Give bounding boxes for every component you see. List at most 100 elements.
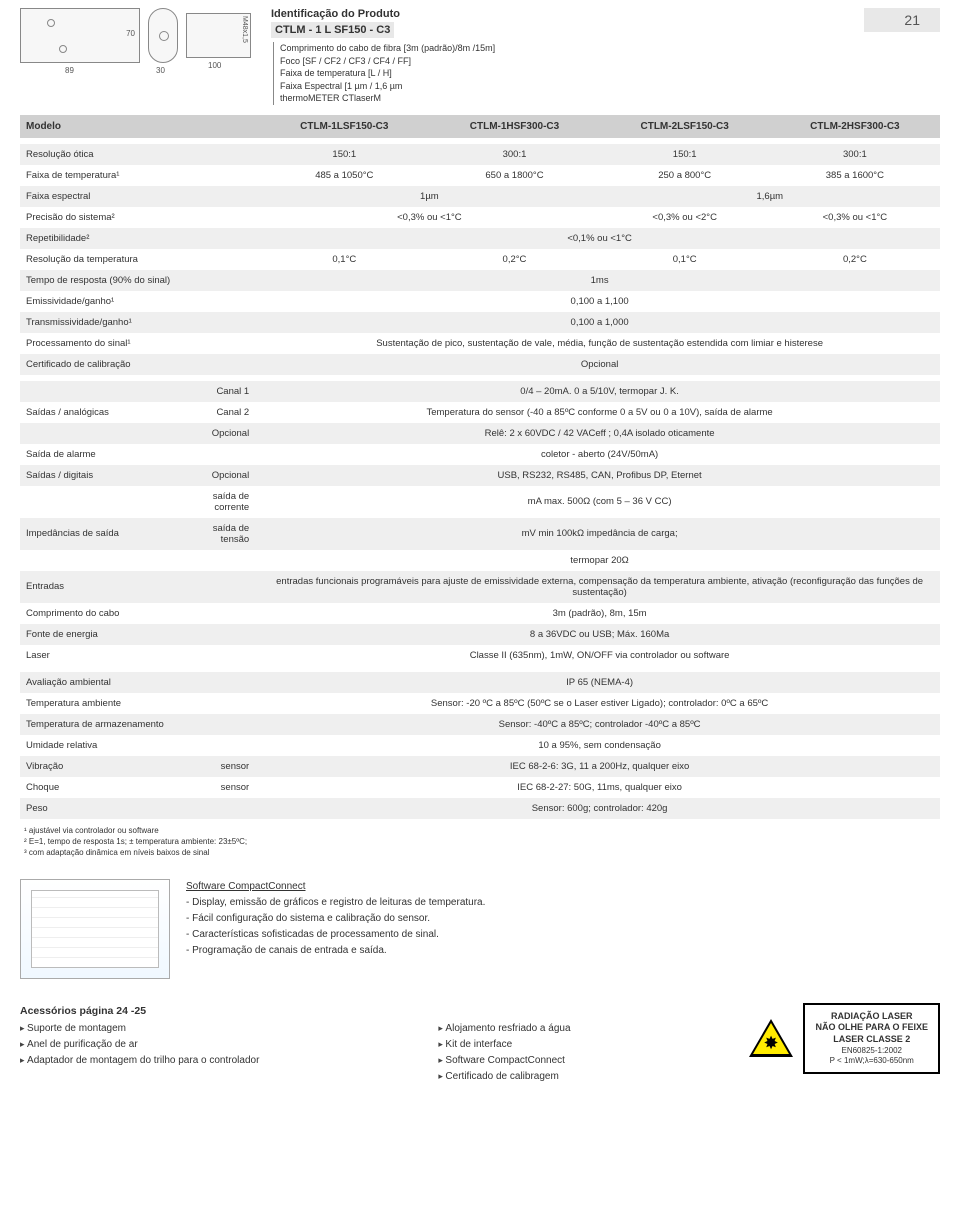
spec-label: Repetibilidade²	[20, 228, 259, 249]
accessory-item: Alojamento resfriado a água	[438, 1021, 570, 1037]
spec-value: mV min 100kΩ impedância de carga;	[259, 518, 940, 550]
spec-value: 150:1	[600, 144, 770, 165]
spec-value: termopar 20Ω	[259, 550, 940, 571]
spec-label: Resolução da temperatura	[20, 249, 259, 270]
spec-sublabel: Canal 2	[186, 402, 260, 423]
software-title: Software CompactConnect	[186, 879, 485, 895]
spec-label: Faixa de temperatura¹	[20, 165, 259, 186]
spec-value: mA max. 500Ω (com 5 – 36 V CC)	[259, 486, 940, 518]
spec-label: Saídas / digitais	[20, 465, 186, 486]
bottom-row: Acessórios página 24 -25 Suporte de mont…	[20, 1003, 940, 1086]
dim-d3: 100	[208, 61, 221, 70]
spec-sublabel: saída de corrente	[186, 486, 260, 518]
accessory-item: Suporte de montagem	[20, 1021, 259, 1037]
accessories-heading: Acessórios página 24 -25	[20, 1003, 259, 1020]
spec-value: Opcional	[259, 354, 940, 375]
drawing-side-view: 70	[20, 8, 140, 63]
product-identification: Identificação do Produto CTLM - 1 L SF15…	[271, 8, 864, 105]
header-row: 70 89 30 M48x1,5 100 Identificação do Pr…	[20, 8, 940, 105]
footnote: ² E=1, tempo de resposta 1s; ± temperatu…	[24, 836, 940, 847]
page-number: 21	[892, 6, 932, 34]
model-col: CTLM-2HSF300-C3	[770, 115, 940, 138]
spec-value: 0/4 – 20mA. 0 a 5/10V, termopar J. K.	[259, 381, 940, 402]
software-line: - Display, emissão de gráficos e registr…	[186, 895, 485, 911]
spec-sublabel: Opcional	[186, 423, 260, 444]
spec-label: Umidade relativa	[20, 735, 259, 756]
spec-value: 0,2°C	[770, 249, 940, 270]
laser-warning: ✸ RADIAÇÃO LASER NÃO OLHE PARA O FEIXE L…	[749, 1003, 940, 1075]
spec-value: 10 a 95%, sem condensação	[259, 735, 940, 756]
laser-line: NÃO OLHE PARA O FEIXE	[815, 1022, 928, 1034]
laser-warning-label: RADIAÇÃO LASER NÃO OLHE PARA O FEIXE LAS…	[803, 1003, 940, 1075]
spec-value: 1µm	[259, 186, 599, 207]
spec-value: Sensor: -20 ºC a 85ºC (50ºC se o Laser e…	[259, 693, 940, 714]
spec-label: Choque	[20, 777, 186, 798]
models-label: Modelo	[20, 115, 259, 138]
spec-value: 1,6µm	[600, 186, 940, 207]
spec-value: 8 a 36VDC ou USB; Máx. 160Ma	[259, 624, 940, 645]
technical-drawings: 70 89 30 M48x1,5 100	[20, 8, 251, 63]
product-code: CTLM - 1 L SF150 - C3	[271, 22, 394, 38]
model-col: CTLM-1LSF150-C3	[259, 115, 429, 138]
spec-value: Temperatura do sensor (-40 a 85ºC confor…	[259, 402, 940, 423]
accessory-item: Adaptador de montagem do trilho para o c…	[20, 1053, 259, 1069]
spec-label	[20, 486, 186, 518]
spec-label: Emissividade/ganho¹	[20, 291, 259, 312]
spec-value: Sensor: -40ºC a 85ºC; controlador -40ºC …	[259, 714, 940, 735]
spec-value: 300:1	[429, 144, 599, 165]
product-code-legend: Comprimento do cabo de fibra [3m (padrão…	[271, 42, 864, 105]
spec-table-3: Avaliação ambientalIP 65 (NEMA-4) Temper…	[20, 672, 940, 819]
spec-label: Impedâncias de saída	[20, 518, 186, 550]
spec-value: 0,100 a 1,100	[259, 291, 940, 312]
dim-height: 70	[126, 29, 135, 38]
spec-label: Saída de alarme	[20, 444, 259, 465]
spec-label: Saídas / analógicas	[20, 402, 186, 423]
models-header-table: Modelo CTLM-1LSF150-C3 CTLM-1HSF300-C3 C…	[20, 115, 940, 138]
spec-value: 1ms	[259, 270, 940, 291]
spec-value: 0,1°C	[600, 249, 770, 270]
dim-d2: 30	[156, 66, 165, 75]
spec-label: Fonte de energia	[20, 624, 259, 645]
spec-table-1: Resolução ótica150:1300:1150:1300:1 Faix…	[20, 144, 940, 375]
spec-value: 0,2°C	[429, 249, 599, 270]
footnote: ¹ ajustável via controlador ou software	[24, 825, 940, 836]
spec-value: USB, RS232, RS485, CAN, Profibus DP, Ete…	[259, 465, 940, 486]
laser-line: LASER CLASSE 2	[815, 1034, 928, 1046]
spec-sublabel: Canal 1	[186, 381, 260, 402]
spec-label: Comprimento do cabo	[20, 603, 259, 624]
spec-label: Avaliação ambiental	[20, 672, 186, 693]
product-id-title: Identificação do Produto	[271, 8, 864, 20]
spec-value: entradas funcionais programáveis para aj…	[259, 571, 940, 603]
spec-label: Resolução ótica	[20, 144, 259, 165]
code-line: Faixa Espectral [1 µm / 1,6 µm	[273, 80, 864, 93]
page-number-box: 21	[864, 8, 940, 32]
spec-label: Temperatura ambiente	[20, 693, 259, 714]
spec-value: Sensor: 600g; controlador: 420g	[259, 798, 940, 819]
footnote: ³ com adaptação dinâmica em níveis baixo…	[24, 847, 940, 858]
spec-value: 385 a 1600°C	[770, 165, 940, 186]
drawing-top-view: M48x1,5	[186, 13, 251, 58]
spec-value: <0,3% ou <1°C	[770, 207, 940, 228]
spec-label: Temperatura de armazenamento	[20, 714, 259, 735]
spec-value: <0,3% ou <2°C	[600, 207, 770, 228]
dim-thread: M48x1,5	[241, 16, 248, 43]
spec-value: IEC 68-2-6: 3G, 11 a 200Hz, qualquer eix…	[259, 756, 940, 777]
laser-line: P < 1mW;λ=630-650nm	[815, 1056, 928, 1066]
dim-width: 89	[65, 66, 74, 75]
spec-label: Transmissividade/ganho¹	[20, 312, 259, 333]
code-line: Foco [SF / CF2 / CF3 / CF4 / FF]	[273, 55, 864, 68]
spec-value: <0,3% ou <1°C	[259, 207, 599, 228]
spec-value: 650 a 1800°C	[429, 165, 599, 186]
spec-value: 250 a 800°C	[600, 165, 770, 186]
model-col: CTLM-1HSF300-C3	[429, 115, 599, 138]
spec-label: Laser	[20, 645, 259, 666]
spec-sublabel: sensor	[186, 756, 260, 777]
software-line: - Características sofisticadas de proces…	[186, 927, 485, 943]
spec-value: 3m (padrão), 8m, 15m	[259, 603, 940, 624]
code-line: Comprimento do cabo de fibra [3m (padrão…	[273, 42, 864, 55]
accessory-item: Software CompactConnect	[438, 1053, 570, 1069]
spec-table-2: Canal 10/4 – 20mA. 0 a 5/10V, termopar J…	[20, 381, 940, 666]
software-screenshot	[20, 879, 170, 979]
accessories-col-1: Acessórios página 24 -25 Suporte de mont…	[20, 1003, 259, 1070]
spec-value: 0,1°C	[259, 249, 429, 270]
